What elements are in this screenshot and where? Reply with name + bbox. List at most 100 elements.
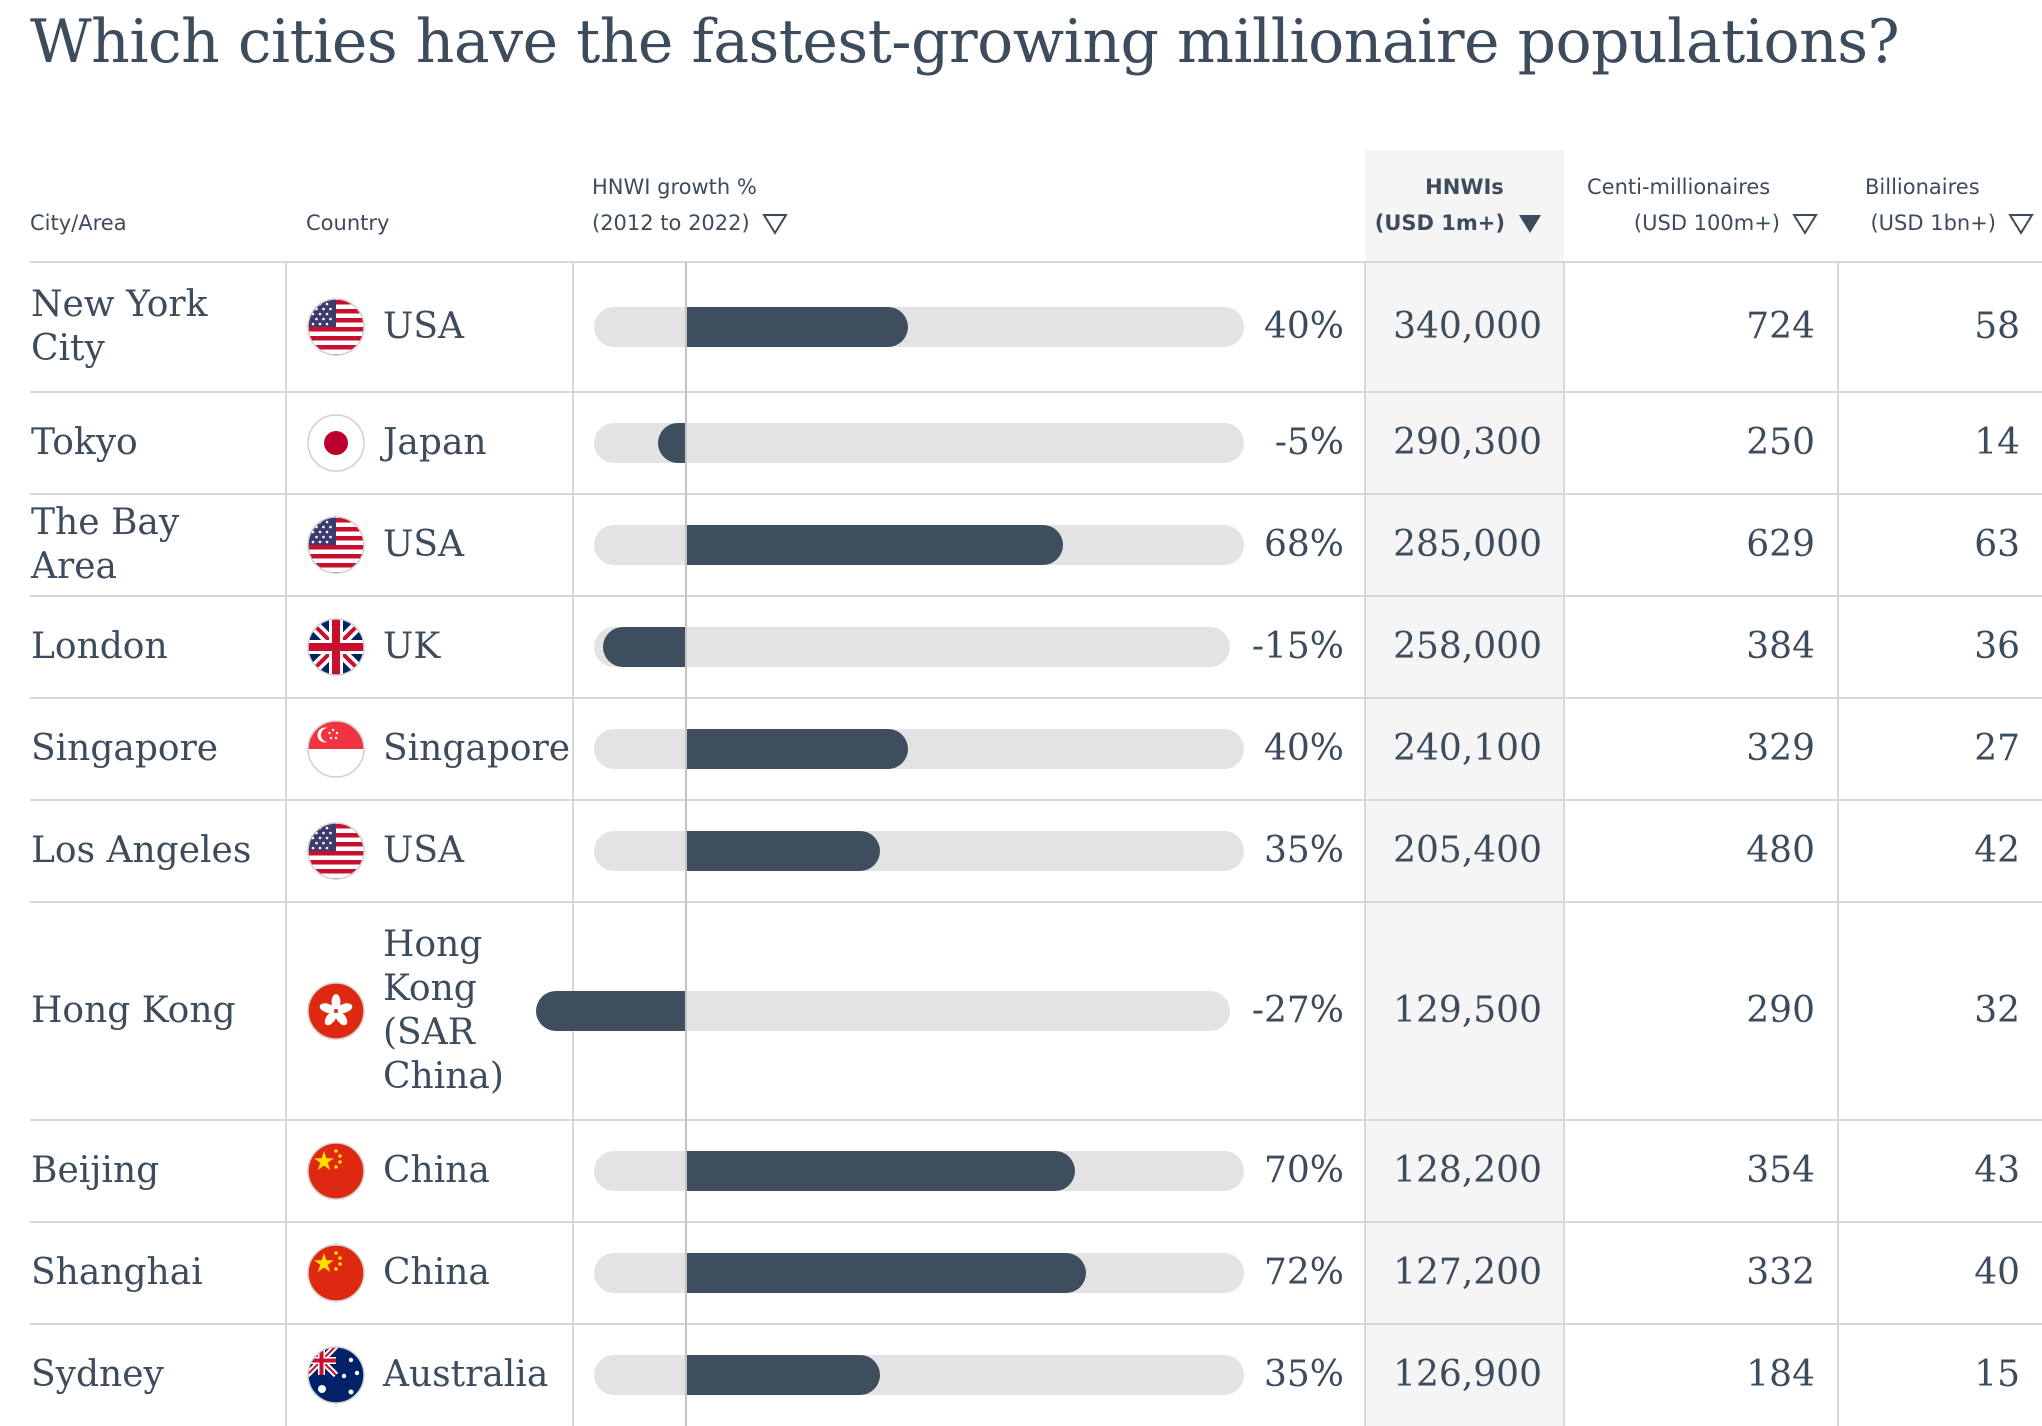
hnwi-value: 128,200 (1393, 1150, 1542, 1191)
growth-bar (686, 525, 1064, 565)
header-growth-sort[interactable]: (2012 to 2022) (592, 205, 788, 241)
growth-value: 35% (1263, 1354, 1344, 1395)
header-centi-line2: (USD 100m+) (1633, 211, 1780, 235)
japan-flag-icon (307, 414, 365, 472)
growth-bar (686, 1253, 1086, 1293)
growth-value: -27% (1251, 990, 1344, 1031)
growth-bar (686, 307, 908, 347)
header-centi-line1: Centi-millionaires (1587, 175, 1771, 199)
growth-value: -5% (1274, 422, 1344, 463)
hnwi-column-highlight (1365, 150, 1564, 1426)
growth-value: 70% (1263, 1150, 1344, 1191)
country-name: USA (383, 306, 464, 347)
centi-millionaires-value: 329 (1746, 728, 1815, 769)
australia-flag-icon (307, 1346, 365, 1404)
city-name: Tokyo (31, 422, 138, 463)
billionaires-value: 27 (1974, 728, 2020, 769)
growth-bar (658, 423, 686, 463)
country-name: Australia (383, 1354, 549, 1395)
growth-value: 68% (1263, 524, 1344, 565)
billionaires-value: 58 (1974, 306, 2020, 347)
row-divider (30, 391, 2042, 393)
country-name: UK (383, 626, 441, 667)
billionaires-value: 36 (1974, 626, 2020, 667)
sort-unselected-icon[interactable] (1792, 212, 1818, 236)
growth-bar (686, 1355, 881, 1395)
row-divider (30, 901, 2042, 903)
sort-unselected-icon[interactable] (761, 212, 788, 236)
row-divider (30, 493, 2042, 495)
growth-value: 40% (1263, 306, 1344, 347)
billionaires-value: 32 (1974, 990, 2020, 1031)
country-name: Singapore (383, 728, 571, 769)
row-divider (30, 1221, 2042, 1223)
country-name: Hong Kong (SAR China) (383, 924, 504, 1097)
centi-millionaires-value: 184 (1746, 1354, 1815, 1395)
city-name: Beijing (31, 1150, 160, 1191)
centi-millionaires-value: 629 (1746, 524, 1815, 565)
growth-bar (536, 991, 686, 1031)
centi-millionaires-value: 250 (1746, 422, 1815, 463)
header-city: City/Area (30, 211, 127, 235)
growth-value: 72% (1263, 1252, 1344, 1293)
usa-flag-icon (307, 822, 365, 880)
sort-selected-icon[interactable] (1517, 212, 1543, 236)
china-flag-icon (307, 1244, 365, 1302)
centi-millionaires-value: 354 (1746, 1150, 1815, 1191)
hnwi-value: 340,000 (1393, 306, 1542, 347)
header-country: Country (306, 211, 390, 235)
usa-flag-icon (307, 298, 365, 356)
billionaires-value: 63 (1974, 524, 2020, 565)
city-name: The Bay Area (31, 502, 180, 587)
growth-value: 35% (1263, 830, 1344, 871)
city-name: New York City (31, 284, 208, 369)
country-name: China (383, 1252, 490, 1293)
header-divider (30, 261, 2042, 263)
growth-bar-track (594, 423, 1244, 463)
growth-bar (686, 729, 908, 769)
centi-millionaires-value: 480 (1746, 830, 1815, 871)
header-hnwi-sort[interactable]: (USD 1m+) (1375, 205, 1543, 241)
growth-value: 40% (1263, 728, 1344, 769)
growth-bar-track (594, 991, 1230, 1031)
billionaires-value: 42 (1974, 830, 2020, 871)
hnwi-value: 129,500 (1393, 990, 1542, 1031)
growth-bar (686, 831, 881, 871)
column-divider (1364, 262, 1366, 1426)
city-name: Singapore (31, 728, 219, 769)
centi-millionaires-value: 332 (1746, 1252, 1815, 1293)
growth-bar-track (594, 627, 1230, 667)
row-divider (30, 595, 2042, 597)
billionaires-value: 14 (1974, 422, 2020, 463)
hnwi-value: 126,900 (1393, 1354, 1542, 1395)
header-growth-line2: (2012 to 2022) (592, 211, 750, 235)
city-name: Los Angeles (31, 830, 252, 871)
country-name: USA (383, 830, 464, 871)
billionaires-value: 15 (1974, 1354, 2020, 1395)
country-name: China (383, 1150, 490, 1191)
city-name: Hong Kong (31, 990, 236, 1031)
country-name: Japan (383, 422, 487, 463)
row-divider (30, 1323, 2042, 1325)
header-bill-line2: (USD 1bn+) (1870, 211, 1996, 235)
header-bill-line1: Billionaires (1865, 175, 1980, 199)
header-hnwi-line2: (USD 1m+) (1374, 211, 1505, 235)
row-divider (30, 1119, 2042, 1121)
column-divider (1837, 262, 1839, 1426)
growth-value: -15% (1251, 626, 1344, 667)
growth-bar (602, 627, 686, 667)
header-centi-sort[interactable]: (USD 100m+) (1634, 205, 1818, 241)
hnwi-value: 205,400 (1393, 830, 1542, 871)
city-name: Sydney (31, 1354, 164, 1395)
row-divider (30, 697, 2042, 699)
header-bill-sort[interactable]: (USD 1bn+) (1870, 205, 2034, 241)
country-name: USA (383, 524, 464, 565)
billionaires-value: 43 (1974, 1150, 2020, 1191)
zero-baseline (685, 262, 687, 1426)
sort-unselected-icon[interactable] (2008, 212, 2034, 236)
hong-kong-flag-icon (307, 982, 365, 1040)
row-divider (30, 799, 2042, 801)
growth-bar (686, 1151, 1075, 1191)
header-growth-line1: HNWI growth % (592, 175, 757, 199)
china-flag-icon (307, 1142, 365, 1200)
